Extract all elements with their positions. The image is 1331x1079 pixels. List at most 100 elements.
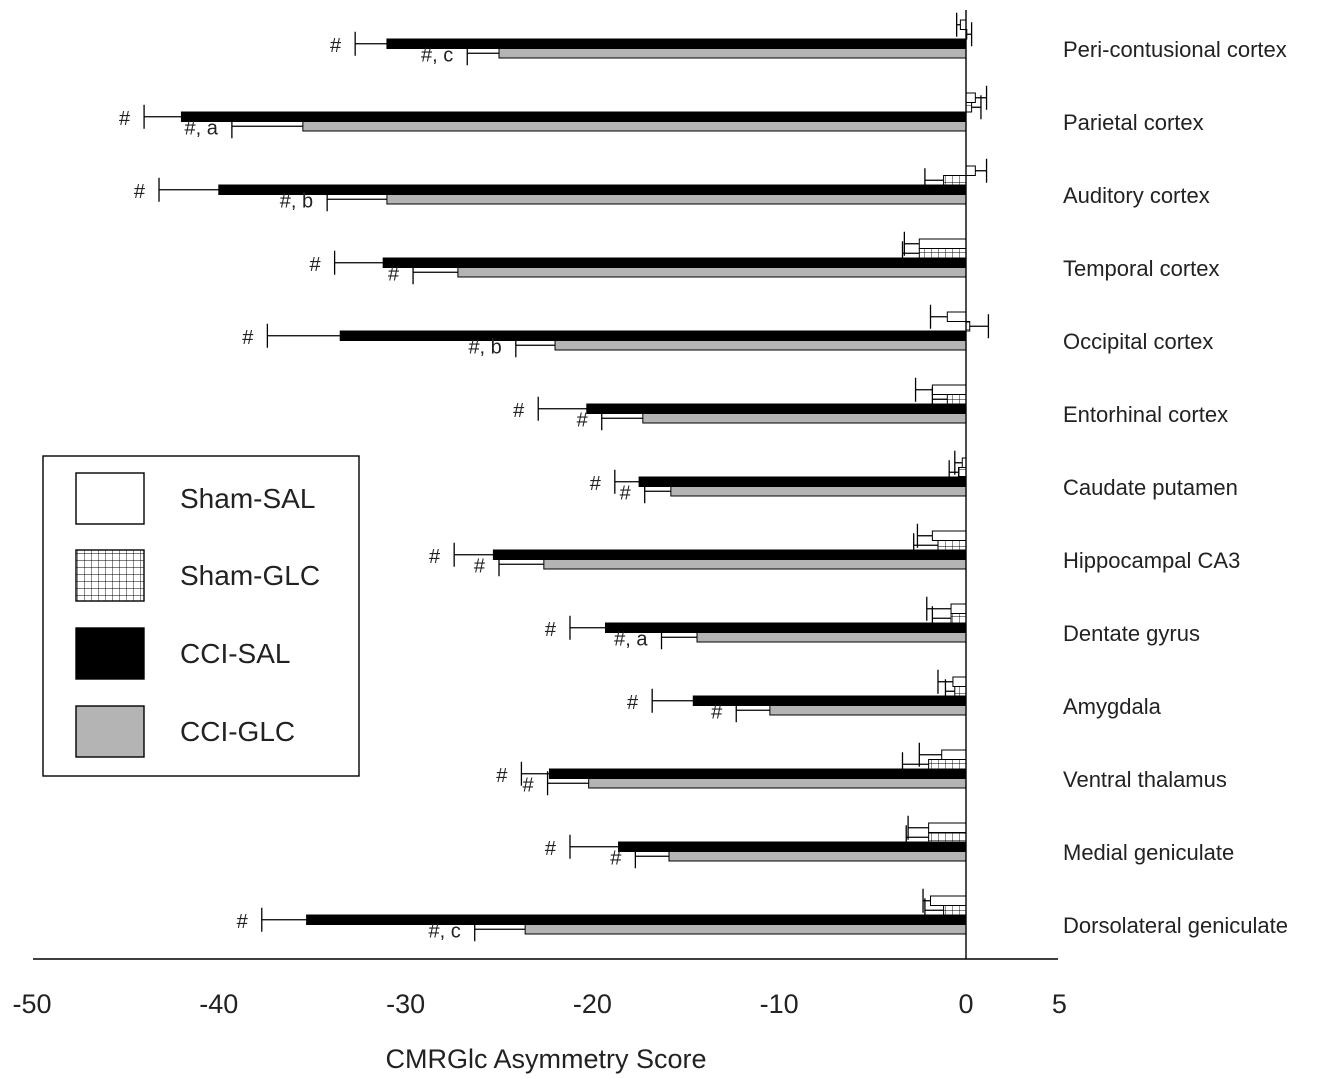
x-tick-label: -40 [199,989,238,1019]
significance-label-cci-glc-parietal-cortex: #, a [185,117,219,139]
bar-sham-glc-amygdala [954,686,967,697]
bar-cci-sal-dentate-gyrus [604,622,967,633]
bar-cci-glc-entorhinal-cortex [642,413,967,424]
significance-label-cci-glc-occipital-cortex: #, b [468,336,501,358]
category-label-medial-geniculate: Medial geniculate [1063,840,1234,865]
bars-layer: # #, c # #, a # #, b # # # #, b # # # # # # # #, a # # # # # # #… [119,12,990,942]
category-label-hippocampal-ca3: Hippocampal CA3 [1063,548,1240,573]
bar-sham-sal-entorhinal-cortex [931,384,967,395]
bar-cci-glc-medial-geniculate [668,851,967,862]
bar-cci-sal-temporal-cortex [382,257,967,268]
bar-cci-glc-dentate-gyrus [696,632,967,643]
bar-cci-glc-auditory-cortex [386,194,967,205]
category-label-auditory-cortex: Auditory cortex [1063,183,1210,208]
category-label-caudate-putamen: Caudate putamen [1063,475,1238,500]
bar-sham-glc-ventral-thalamus [928,759,967,770]
significance-label-cci-glc-amygdala: # [711,701,723,723]
significance-label-cci-sal-peri-contusional-cortex: # [330,35,342,57]
bar-sham-glc-hippocampal-ca3 [937,540,967,551]
legend-label-sham-glc: Sham-GLC [180,560,320,591]
significance-label-cci-glc-peri-contusional-cortex: #, c [421,44,453,66]
x-axis: -50 -40 -30 -20 -10 0 5 CMRGlc Asymmetry Score [12,10,1067,1074]
x-tick-label: -50 [12,989,51,1019]
significance-label-cci-sal-medial-geniculate: # [545,838,557,860]
significance-label-cci-glc-auditory-cortex: #, b [280,190,313,212]
significance-label-cci-sal-dentate-gyrus: # [545,619,557,641]
bar-cci-glc-caudate-putamen [670,486,967,497]
category-labels: Peri-contusional cortex Parietal cortex Au… [1063,37,1288,938]
category-label-occipital-cortex: Occipital cortex [1063,329,1213,354]
bar-sham-sal-auditory-cortex [965,165,976,176]
category-label-dentate-gyrus: Dentate gyrus [1063,621,1200,646]
x-tick-label: -10 [760,989,799,1019]
bar-sham-glc-auditory-cortex [943,175,967,186]
significance-label-cci-sal-dorsolateral-geniculate: # [237,911,249,933]
legend-swatch-cci-sal [75,627,145,680]
bar-sham-sal-temporal-cortex [918,238,967,249]
legend-label-cci-sal: CCI-SAL [180,638,290,669]
bar-cci-glc-temporal-cortex [457,267,967,278]
bar-cci-glc-occipital-cortex [554,340,967,351]
significance-label-cci-glc-hippocampal-ca3: # [474,555,486,577]
significance-label-cci-glc-temporal-cortex: # [388,263,400,285]
bar-cci-sal-parietal-cortex [180,111,967,122]
bar-cci-sal-peri-contusional-cortex [386,38,967,49]
category-label-entorhinal-cortex: Entorhinal cortex [1063,402,1228,427]
x-tick-label: -20 [573,989,612,1019]
bar-cci-sal-dorsolateral-geniculate [306,914,967,925]
category-label-ventral-thalamus: Ventral thalamus [1063,767,1227,792]
bar-sham-sal-hippocampal-ca3 [931,530,967,541]
bar-sham-glc-parietal-cortex [965,102,973,113]
bar-sham-glc-medial-geniculate [928,832,967,843]
legend-swatch-cci-glc [75,705,145,758]
bar-cci-sal-ventral-thalamus [548,768,967,779]
x-axis-label: CMRGlc Asymmetry Score [385,1044,706,1074]
x-tick-label: 0 [958,989,973,1019]
bar-sham-sal-dorsolateral-geniculate [930,895,967,906]
significance-label-cci-glc-dorsolateral-geniculate: #, c [428,920,460,942]
bar-sham-glc-dorsolateral-geniculate [943,905,967,916]
bar-sham-sal-parietal-cortex [965,92,976,103]
x-tick-label: -30 [386,989,425,1019]
significance-label-cci-sal-entorhinal-cortex: # [513,400,525,422]
category-label-parietal-cortex: Parietal cortex [1063,110,1204,135]
significance-label-cci-glc-medial-geniculate: # [610,847,622,869]
bar-cci-glc-dorsolateral-geniculate [524,924,967,935]
bar-cci-sal-caudate-putamen [638,476,967,487]
significance-label-cci-glc-caudate-putamen: # [620,482,632,504]
legend-label-sham-sal: Sham-SAL [180,483,315,514]
bar-cci-sal-entorhinal-cortex [586,403,967,414]
bar-sham-glc-caudate-putamen [958,467,967,478]
x-tick-labels: -50 -40 -30 -20 -10 0 5 [12,989,1066,1019]
significance-label-cci-sal-auditory-cortex: # [134,181,146,203]
bar-sham-sal-peri-contusional-cortex [959,19,967,30]
bar-sham-sal-amygdala [952,676,967,687]
legend: Sham-SAL Sham-GLC CCI-SAL CCI-GLC [42,455,360,777]
bar-cci-sal-occipital-cortex [339,330,967,341]
significance-label-cci-sal-hippocampal-ca3: # [429,546,441,568]
legend-swatch-sham-sal [75,472,145,525]
significance-label-cci-sal-caudate-putamen: # [590,473,602,495]
bar-sham-sal-occipital-cortex [946,311,967,322]
bar-sham-glc-dentate-gyrus [950,613,967,624]
bar-cci-glc-hippocampal-ca3 [543,559,967,570]
significance-label-cci-sal-amygdala: # [627,692,639,714]
bar-cci-sal-medial-geniculate [618,841,967,852]
bar-cci-glc-peri-contusional-cortex [498,48,967,59]
category-label-peri-contusional-cortex: Peri-contusional cortex [1063,37,1287,62]
significance-label-cci-sal-occipital-cortex: # [242,327,254,349]
significance-label-cci-sal-parietal-cortex: # [119,108,131,130]
bar-cci-glc-ventral-thalamus [588,778,967,789]
bar-sham-sal-ventral-thalamus [941,749,967,760]
category-label-amygdala: Amygdala [1063,694,1162,719]
significance-label-cci-glc-ventral-thalamus: # [522,774,534,796]
category-label-dorsolateral-geniculate: Dorsolateral geniculate [1063,913,1288,938]
bar-sham-sal-medial-geniculate [928,822,967,833]
bar-sham-glc-entorhinal-cortex [946,394,967,405]
bar-cci-sal-amygdala [692,695,967,706]
bar-cci-sal-hippocampal-ca3 [492,549,967,560]
significance-label-cci-glc-dentate-gyrus: #, a [614,628,648,650]
significance-label-cci-sal-ventral-thalamus: # [496,765,508,787]
significance-label-cci-glc-entorhinal-cortex: # [577,409,589,431]
